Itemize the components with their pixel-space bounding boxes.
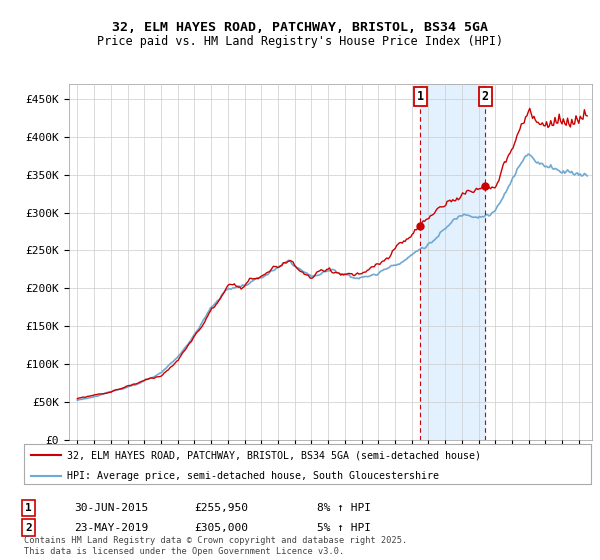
Text: 1: 1 [416,90,424,104]
Text: 23-MAY-2019: 23-MAY-2019 [74,522,148,533]
Text: HPI: Average price, semi-detached house, South Gloucestershire: HPI: Average price, semi-detached house,… [67,470,439,480]
Text: 32, ELM HAYES ROAD, PATCHWAY, BRISTOL, BS34 5GA (semi-detached house): 32, ELM HAYES ROAD, PATCHWAY, BRISTOL, B… [67,450,481,460]
Text: 2: 2 [482,90,489,104]
Text: 8% ↑ HPI: 8% ↑ HPI [317,503,371,513]
Text: 2: 2 [25,522,32,533]
Text: £305,000: £305,000 [194,522,248,533]
Text: 5% ↑ HPI: 5% ↑ HPI [317,522,371,533]
Text: Contains HM Land Registry data © Crown copyright and database right 2025.
This d: Contains HM Land Registry data © Crown c… [24,536,407,556]
Text: 30-JUN-2015: 30-JUN-2015 [74,503,148,513]
Text: 1: 1 [25,503,32,513]
Bar [420,84,485,440]
Text: Price paid vs. HM Land Registry's House Price Index (HPI): Price paid vs. HM Land Registry's House … [97,35,503,48]
Text: 32, ELM HAYES ROAD, PATCHWAY, BRISTOL, BS34 5GA: 32, ELM HAYES ROAD, PATCHWAY, BRISTOL, B… [112,21,488,34]
Text: £255,950: £255,950 [194,503,248,513]
